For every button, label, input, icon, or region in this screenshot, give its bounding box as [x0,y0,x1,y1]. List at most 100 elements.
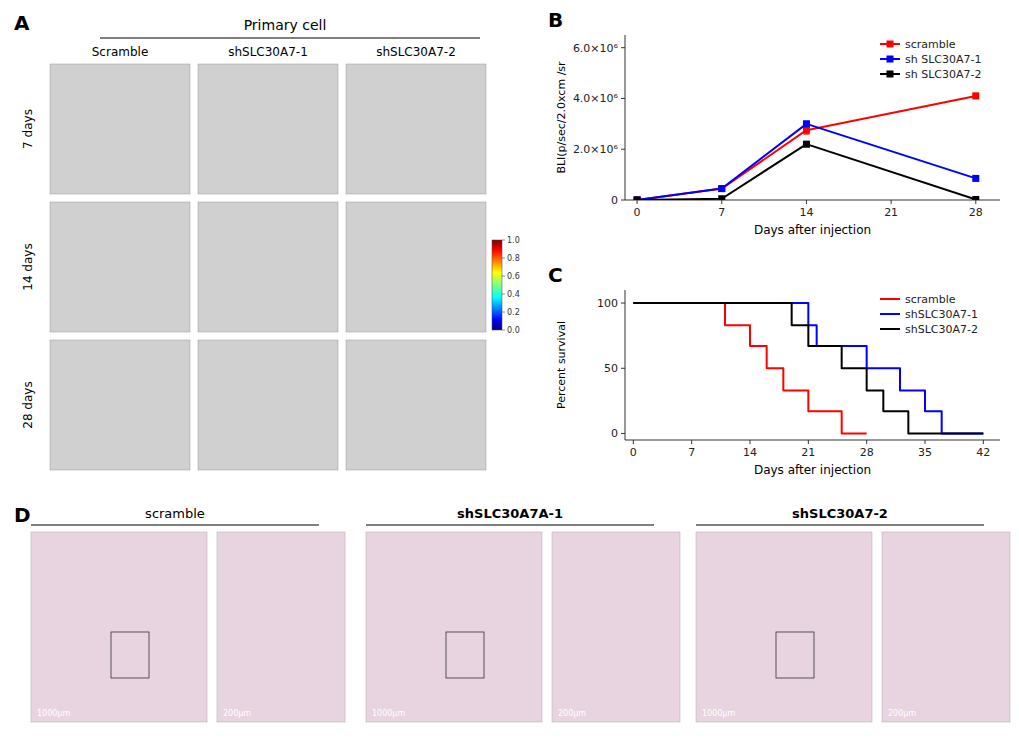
x-tick [806,200,807,204]
group-rule [366,525,654,526]
marker [972,175,979,182]
image-placeholder [346,340,486,470]
row-label: 28 days [21,381,35,428]
y-tick-label: 50 [604,362,618,375]
image-placeholder [198,202,338,332]
x-tick-label: 0 [634,206,641,219]
legend: scramble sh SLC30A7-1 sh SLC30A7-2 [880,38,981,81]
panel-label: D [14,503,31,527]
marker [803,127,810,134]
error-bar [803,126,809,134]
row-label: 14 days [21,243,35,290]
x-tick-label: 28 [969,206,983,219]
image-placeholder [552,532,680,722]
legend-marker [887,41,894,48]
subtitle: Primary cell [244,17,327,33]
legend-label: sh SLC30A7-1 [905,53,981,66]
column-label: shSLC30A7-2 [376,45,456,59]
zoom-indicator [776,632,814,678]
marker [634,197,641,201]
x-tick-label: 7 [688,446,695,459]
colorbar-tick-label: 0.4 [507,290,520,299]
legend-label: shSLC30A7-1 [905,308,978,321]
y-tick-label: 4.0×10⁶ [573,92,619,105]
column-label: shSLC30A7-1 [228,45,308,59]
series-line [637,96,976,200]
figure: APrimary cellScrambleshSLC30A7-1shSLC30A… [0,0,1019,738]
marker [972,92,979,99]
colorbar-tick [502,312,505,313]
marker [803,141,810,148]
x-tick-label: 7 [718,206,725,219]
x-axis [625,440,1000,441]
y-axis-label: BLI(p/sec/2.0xcm /sr [555,61,568,174]
panel-label: C [548,263,563,287]
y-tick-label: 2.0×10⁶ [573,143,619,156]
y-tick-label: 0 [611,427,618,440]
x-tick [975,200,976,204]
group-label: scramble [145,506,205,521]
panel-label: B [548,8,563,32]
legend: scramble shSLC30A7-1 shSLC30A7-2 [880,293,978,336]
scale-bar-label: 200μm [888,709,916,718]
y-axis [625,290,626,440]
image-placeholder [50,202,190,332]
zoom-indicator [111,632,149,678]
y-tick [621,149,625,150]
error-bar [803,121,809,126]
scale-bar-label: 1000μm [702,709,735,718]
y-tick [621,433,625,434]
legend-label: shSLC30A7-2 [905,323,978,336]
marker [718,185,725,192]
group-label: shSLC30A7-2 [792,506,888,521]
group-rule [696,525,984,526]
x-tick-label: 21 [884,206,898,219]
plot-area [633,303,983,433]
legend-label: sh SLC30A7-2 [905,68,981,81]
survival-curve [633,303,866,433]
x-tick [721,200,722,204]
image-placeholder [217,532,345,722]
x-tick-label: 28 [860,446,874,459]
x-tick [891,200,892,204]
image-placeholder [366,532,542,722]
image-placeholder [198,340,338,470]
x-tick [637,200,638,204]
x-tick [983,440,984,444]
y-tick-label: 100 [597,297,618,310]
x-tick [866,440,867,444]
image-placeholder [31,532,207,722]
colorbar-tick-label: 0.6 [507,272,520,281]
scale-bar-label: 1000μm [372,709,405,718]
marker [634,197,641,201]
error-bar [973,93,979,98]
legend-swatch [880,328,900,330]
x-tick-label: 0 [630,446,637,459]
y-tick [621,98,625,99]
group-label: shSLC30A7A-1 [457,506,563,521]
image-placeholder [696,532,872,722]
x-tick [808,440,809,444]
x-tick [925,440,926,444]
x-axis-label: Days after injection [754,463,871,477]
series-line [637,144,976,200]
x-tick-label: 35 [918,446,932,459]
image-placeholder [346,64,486,194]
colorbar-tick [502,330,505,331]
marker [718,195,725,200]
subtitle-rule [100,37,480,38]
x-tick [750,440,751,444]
colorbar-tick [502,258,505,259]
image-placeholder [198,64,338,194]
row-label: 7 days [21,109,35,149]
legend-label: scramble [905,38,956,51]
colorbar-tick-label: 0.2 [507,308,520,317]
colorbar-tick-label: 0.8 [507,254,520,263]
x-tick-label: 42 [976,446,990,459]
marker [803,120,810,127]
scale-bar-label: 1000μm [37,709,70,718]
legend-marker [887,71,894,78]
legend-label: scramble [905,293,956,306]
image-placeholder [882,532,1010,722]
y-tick [621,47,625,48]
